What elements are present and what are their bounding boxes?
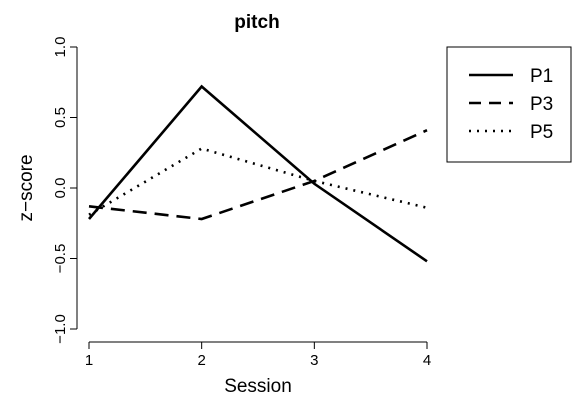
series-line-p5 bbox=[88, 147, 428, 216]
legend-label-p3: P3 bbox=[530, 94, 553, 115]
legend-label-p1: P1 bbox=[530, 66, 553, 87]
y-tick-label: −0.5 bbox=[52, 244, 69, 274]
chart-title: pitch bbox=[234, 12, 279, 33]
series-line-p1 bbox=[88, 84, 428, 263]
y-tick-label: 0.0 bbox=[52, 178, 69, 199]
y-tick-label: 0.5 bbox=[52, 107, 69, 128]
y-ticks-group: −1.0 −0.5 0.0 0.5 1.0 bbox=[52, 37, 77, 344]
x-ticks-group: 1 2 3 4 bbox=[85, 342, 431, 369]
series-line-p3 bbox=[88, 129, 428, 221]
legend-box bbox=[446, 46, 572, 163]
x-tick-label: 1 bbox=[85, 352, 93, 369]
y-tick-label: 1.0 bbox=[52, 37, 69, 58]
x-axis-label: Session bbox=[224, 376, 292, 397]
x-tick-label: 4 bbox=[423, 352, 431, 369]
x-tick-label: 2 bbox=[197, 352, 205, 369]
x-tick-label: 3 bbox=[310, 352, 318, 369]
legend: P1 P3 P5 bbox=[446, 46, 572, 163]
legend-entries: P1 P3 P5 bbox=[469, 66, 553, 143]
axes-group bbox=[76, 47, 427, 343]
y-axis-label: z−score bbox=[16, 154, 37, 221]
legend-label-p5: P5 bbox=[530, 122, 553, 143]
y-tick-label: −1.0 bbox=[52, 314, 69, 344]
series-lines-group bbox=[88, 84, 428, 263]
